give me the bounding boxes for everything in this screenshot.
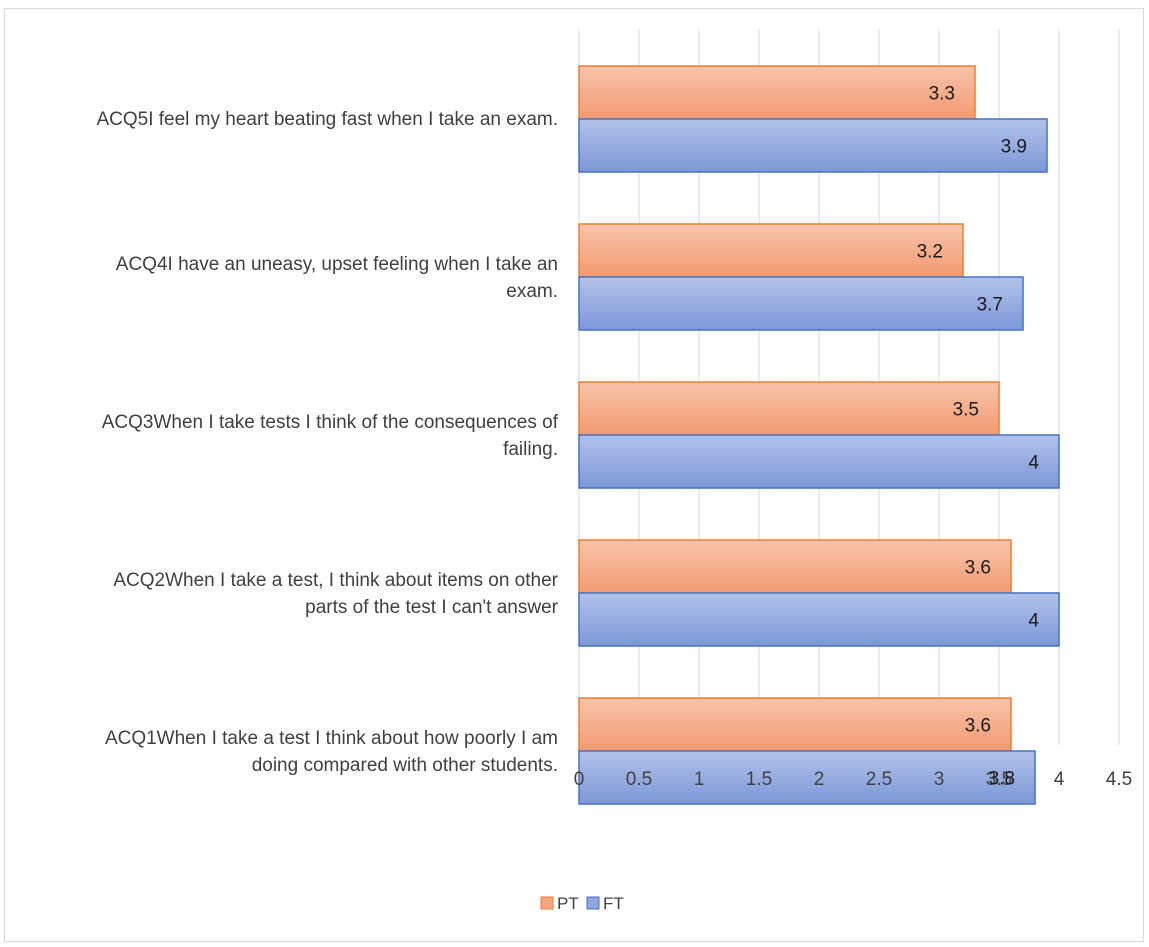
- bar-ft: [578, 434, 1060, 489]
- bar-ft: [578, 750, 1036, 805]
- data-label: 4: [1028, 611, 1039, 632]
- x-tick-label: 4.5: [1106, 769, 1132, 790]
- bar-pt: [578, 223, 964, 278]
- x-tick-label: 2: [814, 769, 825, 790]
- bar-ft: [578, 276, 1024, 331]
- x-tick-label: 1.5: [746, 769, 772, 790]
- labels: 0 0.5 1 1.5 2 2.5 3 3.5 4 4.5 ACQ5I feel my heart …: [96, 84, 1132, 791]
- bar-ft: [578, 118, 1048, 173]
- data-label: 3.6: [965, 558, 991, 579]
- legend-label-ft: FT: [603, 894, 624, 913]
- data-label: 3.3: [929, 84, 955, 105]
- category-label: exam.: [506, 281, 558, 302]
- bar-chart: 0 0.5 1 1.5 2 2.5 3 3.5 4 4.5 ACQ5I feel my heart …: [96, 29, 1132, 913]
- data-label: 3.9: [1001, 137, 1027, 158]
- bar-ft: [578, 592, 1060, 647]
- data-label: 3.8: [989, 769, 1015, 790]
- bars: [578, 65, 1060, 805]
- x-tick-label: 3.5: [986, 769, 1012, 790]
- category-label: ACQ3When I take tests I think of the con…: [102, 412, 559, 433]
- bar-pt: [578, 539, 1012, 594]
- category-label: ACQ5I feel my heart beating fast when I …: [96, 109, 558, 130]
- data-label: 3.2: [917, 242, 943, 263]
- x-tick-label: 4: [1054, 769, 1065, 790]
- chart-area: 0 0.5 1 1.5 2 2.5 3 3.5 4 4.5 ACQ5I feel my heart …: [4, 8, 1144, 942]
- x-tick-label: 0: [574, 769, 585, 790]
- category-label: ACQ1When I take a test I think about how…: [105, 728, 558, 749]
- data-label: 3.5: [953, 400, 979, 421]
- legend-label-pt: PT: [557, 894, 579, 913]
- bar-pt: [578, 65, 976, 120]
- bar-pt: [578, 697, 1012, 752]
- x-tick-label: 2.5: [866, 769, 892, 790]
- legend-swatch-pt: [540, 896, 554, 910]
- data-label: 3.7: [977, 295, 1003, 316]
- data-label: 4: [1028, 453, 1039, 474]
- bar-pt: [578, 381, 1000, 436]
- category-label: ACQ4I have an uneasy, upset feeling when…: [116, 254, 558, 275]
- category-label: failing.: [503, 439, 558, 460]
- x-tick-label: 3: [934, 769, 945, 790]
- x-tick-label: 0.5: [626, 769, 652, 790]
- legend: PT FT: [540, 894, 624, 913]
- category-label: doing compared with other students.: [252, 755, 558, 776]
- category-label: ACQ2When I take a test, I think about it…: [113, 570, 558, 591]
- category-label: parts of the test I can't answer: [305, 597, 559, 618]
- x-tick-label: 1: [694, 769, 705, 790]
- legend-swatch-ft: [586, 896, 600, 910]
- data-label: 3.6: [965, 716, 991, 737]
